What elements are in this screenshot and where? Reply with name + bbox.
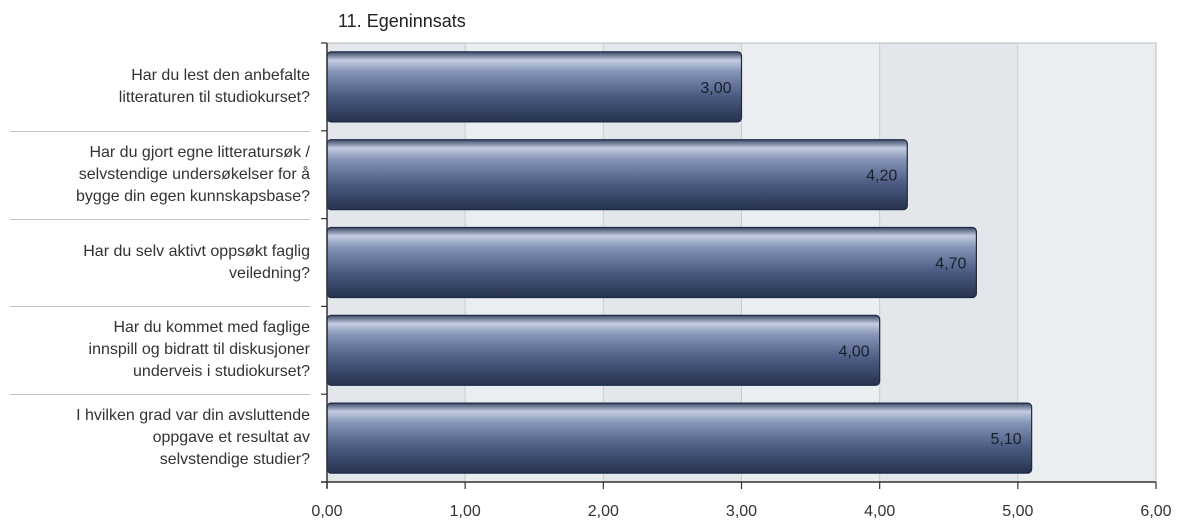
x-tick-label: 6,00 <box>1140 503 1171 520</box>
bar <box>326 51 743 123</box>
bar <box>326 402 1033 474</box>
bar-value-label: 5,10 <box>991 431 1022 448</box>
category-separator <box>10 394 310 396</box>
category-label: I hvilken grad var din avsluttende oppga… <box>76 407 310 469</box>
bar <box>326 314 881 386</box>
x-tick-label: 1,00 <box>450 503 481 520</box>
bar-value-label: 3,00 <box>700 80 731 97</box>
category-label: Har du gjort egne litteratursøk / selvst… <box>76 143 310 205</box>
bar-value-label: 4,20 <box>866 168 897 185</box>
category-label: Har du selv aktivt oppsøkt faglig veiled… <box>83 242 310 282</box>
bar <box>326 226 977 299</box>
category-label: Har du lest den anbefalte litteraturen t… <box>118 66 310 106</box>
x-tick-label: 0,00 <box>311 503 342 520</box>
x-tick-label: 3,00 <box>726 503 757 520</box>
chart-title: 11. Egeninnsats <box>338 11 466 31</box>
x-tick-label: 4,00 <box>864 503 895 520</box>
x-tick-label: 2,00 <box>588 503 619 520</box>
category-separator <box>10 130 310 132</box>
plot-band <box>1017 43 1156 482</box>
bar-value-label: 4,70 <box>935 256 966 273</box>
bar-value-label: 4,00 <box>839 343 870 360</box>
category-label: Har du kommet med faglige innspill og bi… <box>88 319 310 381</box>
category-separator <box>10 218 310 220</box>
bar <box>326 139 908 211</box>
category-separator <box>10 306 310 308</box>
x-tick-label: 5,00 <box>1002 503 1033 520</box>
